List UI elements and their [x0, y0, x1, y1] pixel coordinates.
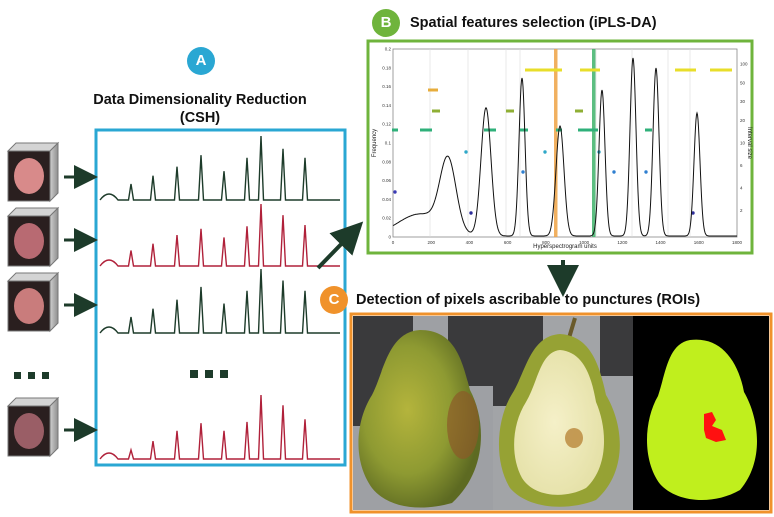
chart-interval-dot [612, 170, 616, 174]
chart-interval-dot [521, 170, 525, 174]
chart-y-tick: 0.12 [382, 122, 391, 127]
chart-y-tick: 0.16 [382, 84, 391, 89]
chart-y-tick: 0.18 [382, 65, 391, 70]
badge-c: C [320, 286, 348, 314]
photo-whole-pear [353, 316, 493, 510]
chart-y2-tick: 20 [740, 118, 746, 123]
chart-x-tick: 0 [392, 240, 395, 245]
chart-y2-tick: 10 [740, 141, 746, 146]
chart-y-tick: 0.2 [385, 47, 392, 52]
chart-x-axis-label: Hyperspectrogram units [533, 244, 597, 250]
chart-x-tick: 1800 [732, 240, 743, 245]
chart-y-tick: 0.08 [382, 159, 391, 164]
hypercube-4 [6, 396, 60, 458]
badge-a: A [187, 47, 215, 75]
chart-x-tick: 600 [504, 240, 512, 245]
chart-interval-dot [464, 150, 468, 154]
chart-y2-tick: 4 [740, 186, 743, 191]
chart-y-tick: 0.06 [382, 178, 391, 183]
chart-y-tick: 0 [388, 235, 391, 240]
chart-y-axis-label: Frequency [372, 129, 378, 157]
photo-cut-pear [493, 316, 633, 510]
chart-y2-tick: 100 [740, 62, 748, 67]
panel-b-title: Spatial features selection (iPLS-DA) [410, 15, 657, 31]
chart-y2-tick: 30 [740, 99, 746, 104]
chart-y-tick: 0.14 [382, 103, 391, 108]
arrow-a-to-b [316, 221, 364, 270]
chart-plot-area [392, 48, 738, 238]
chart-x-tick: 1600 [694, 240, 705, 245]
hypercube-2 [6, 206, 60, 268]
chart-interval-dot [469, 211, 473, 215]
chart-y-tick: 0.1 [385, 141, 392, 146]
roi-mask-image [633, 316, 769, 510]
chart-x-tick-labels: 0 200 400 600 800 1000 1200 1400 1600 1800 [392, 240, 743, 245]
ellipsis-center-dots [190, 370, 228, 378]
chart-y-tick-labels: 0 0.02 0.04 0.06 0.08 0.1 0.12 0.14 0.16 0.18 0.2 [382, 47, 391, 240]
chart-interval-dot [644, 170, 648, 174]
chart-y-tick: 0.02 [382, 216, 391, 221]
chart-interval-dot [543, 150, 547, 154]
chart-x-tick: 1200 [617, 240, 628, 245]
hyperspectrogram-trace-4 [99, 394, 340, 460]
badge-b: B [372, 9, 400, 37]
hyperspectrogram-trace-1 [99, 135, 340, 201]
panel-a-title-line1: Data Dimensionality Reduction [93, 92, 307, 108]
chart-interval-dots [393, 150, 695, 215]
chart-y2-tick: 2 [740, 208, 743, 213]
hyperspectrogram-trace-2 [99, 203, 340, 267]
panel-c-title: Detection of pixels ascribable to punctu… [356, 292, 701, 308]
chart-y2-tick-labels: 2 4 6 10 20 30 50 100 [740, 62, 748, 214]
chart-y2-tick: 50 [740, 80, 746, 85]
chart-x-tick: 400 [466, 240, 474, 245]
chart-x-tick: 1400 [656, 240, 667, 245]
chart-interval-dot [691, 211, 695, 215]
ellipsis-left-dots [14, 372, 49, 379]
chart-y2-tick: 6 [740, 163, 743, 168]
selected-interval-green [592, 49, 596, 237]
hypercube-1 [6, 141, 60, 203]
selected-interval-orange [554, 49, 558, 237]
hypercube-3 [6, 271, 60, 333]
chart-x-tick: 800 [542, 240, 550, 245]
panel-a-title-line2: (CSH) [179, 110, 221, 126]
chart-x-tick: 1000 [579, 240, 590, 245]
hyperspectrogram-trace-3 [99, 268, 340, 334]
panel-a-title: Data Dimensionality Reduction (CSH) [55, 91, 345, 127]
chart-interval-segments [392, 68, 732, 132]
chart-frequency-line [392, 57, 737, 237]
chart-interval-dot [393, 190, 397, 194]
chart-y2-axis-label: Interval size [746, 127, 752, 160]
chart-x-tick: 200 [427, 240, 435, 245]
chart-y-tick: 0.04 [382, 197, 391, 202]
